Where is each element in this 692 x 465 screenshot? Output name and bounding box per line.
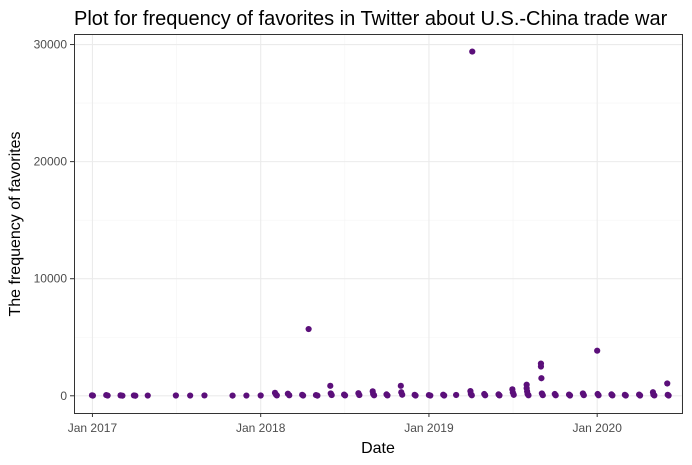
y-axis: 0 10000 20000 30000 xyxy=(34,38,74,403)
data-point xyxy=(427,392,434,399)
data-point xyxy=(328,391,335,399)
data-point xyxy=(538,375,545,382)
data-point xyxy=(566,392,574,399)
data-point xyxy=(496,392,503,399)
data-point xyxy=(341,392,349,399)
minor-gridlines xyxy=(74,34,682,413)
data-point xyxy=(399,391,406,398)
y-tick-label: 0 xyxy=(60,389,67,403)
data-point xyxy=(594,347,601,354)
data-point xyxy=(539,392,546,399)
data-point xyxy=(636,392,644,399)
data-point xyxy=(305,325,312,333)
data-point xyxy=(104,392,111,399)
data-point xyxy=(622,392,629,399)
data-point xyxy=(665,392,672,399)
x-tick-label: Jan 2018 xyxy=(236,421,286,435)
data-point xyxy=(119,392,126,399)
data-point xyxy=(132,392,139,399)
data-point xyxy=(229,392,236,399)
data-point xyxy=(299,392,307,399)
data-point xyxy=(370,392,378,399)
y-tick-label: 30000 xyxy=(34,38,68,52)
data-point xyxy=(468,392,475,399)
data-point xyxy=(243,392,250,399)
y-tick-label: 20000 xyxy=(34,155,68,169)
data-point xyxy=(651,392,658,399)
y-tick-label: 10000 xyxy=(34,272,68,286)
data-point xyxy=(609,392,616,399)
x-tick-label: Jan 2020 xyxy=(572,421,622,435)
y-axis-title: The frequency of favorites xyxy=(7,132,24,317)
data-point xyxy=(664,380,671,387)
data-point xyxy=(172,392,179,399)
data-point xyxy=(384,392,391,399)
data-point xyxy=(453,391,460,399)
data-point xyxy=(580,392,587,399)
data-point xyxy=(201,392,208,399)
data-points xyxy=(88,48,672,399)
data-point xyxy=(286,392,293,399)
data-point xyxy=(314,392,321,399)
x-axis-title: Date xyxy=(361,440,395,457)
data-point xyxy=(537,363,545,370)
data-point xyxy=(327,382,334,389)
x-tick-label: Jan 2017 xyxy=(68,421,118,435)
data-point xyxy=(595,392,602,399)
chart-title: Plot for frequency of favorites in Twitt… xyxy=(74,8,668,30)
data-point xyxy=(257,392,264,399)
data-point xyxy=(144,392,151,399)
x-axis: Jan 2017 Jan 2018 Jan 2019 Jan 2020 xyxy=(68,413,622,435)
data-point xyxy=(273,392,280,399)
x-tick-label: Jan 2019 xyxy=(404,421,454,435)
data-point xyxy=(441,392,448,399)
data-point xyxy=(397,382,404,389)
data-point xyxy=(552,392,559,399)
data-point xyxy=(482,392,489,399)
data-point xyxy=(412,392,419,399)
data-point xyxy=(510,391,517,398)
data-point xyxy=(356,391,363,399)
data-point xyxy=(525,392,532,399)
data-point xyxy=(187,392,194,399)
data-point xyxy=(89,392,96,399)
panel-border xyxy=(74,34,683,414)
data-point xyxy=(469,48,476,55)
